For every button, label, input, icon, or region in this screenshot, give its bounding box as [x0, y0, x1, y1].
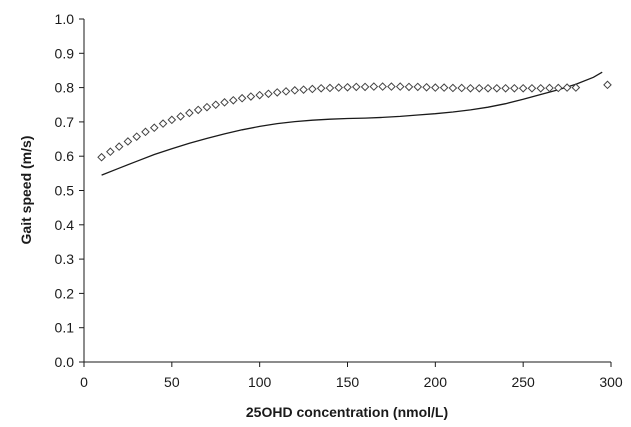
- data-point: [413, 82, 423, 92]
- data-point: [237, 93, 247, 103]
- data-point: [378, 82, 387, 91]
- data-point: [457, 83, 466, 93]
- data-point: [202, 102, 212, 112]
- data-point: [185, 108, 194, 118]
- data-point: [211, 100, 221, 110]
- y-tick-label: 0.9: [55, 45, 75, 61]
- data-point: [229, 95, 238, 105]
- data-point: [193, 105, 203, 115]
- data-point: [308, 84, 317, 94]
- data-point: [281, 87, 291, 96]
- data-point: [404, 82, 414, 92]
- data-point: [106, 147, 115, 157]
- data-point: [299, 85, 308, 94]
- data-point: [264, 89, 273, 99]
- data-point: [290, 86, 300, 95]
- x-tick-label: 250: [511, 374, 535, 390]
- data-point: [132, 132, 142, 141]
- y-axis-title: Gait speed (m/s): [18, 136, 34, 245]
- data-point: [246, 92, 256, 101]
- data-point: [316, 83, 326, 93]
- y-tick-label: 0.1: [55, 320, 75, 336]
- data-point: [492, 83, 502, 93]
- x-ticks: 0 50 100 150 200 250 300: [80, 362, 623, 390]
- data-point: [369, 82, 379, 91]
- y-tick-label: 0.0: [55, 354, 75, 370]
- data-point: [220, 98, 229, 107]
- data-point: [466, 83, 475, 93]
- data-point: [483, 83, 493, 93]
- data-point: [97, 152, 106, 162]
- data-point: [395, 82, 405, 91]
- data-point: [343, 82, 352, 92]
- x-tick-label: 50: [164, 374, 180, 390]
- data-point: [114, 142, 124, 151]
- y-tick-label: 0.3: [55, 251, 75, 267]
- data-point: [474, 83, 484, 93]
- y-tick-label: 1.0: [55, 11, 75, 27]
- data-point: [518, 83, 528, 93]
- y-tick-label: 0.5: [55, 183, 75, 199]
- marker-series: [97, 80, 612, 162]
- x-tick-label: 150: [336, 374, 360, 390]
- data-point: [158, 119, 168, 128]
- data-point: [536, 83, 546, 93]
- data-point: [448, 83, 458, 93]
- plot-area: 0.0 0.1 0.2 0.3 0.4 0.5 0.6 0.7 0.8 0.9 1.0 0 50 100…: [55, 11, 623, 390]
- x-tick-label: 300: [599, 374, 623, 390]
- x-tick-label: 0: [80, 374, 88, 390]
- data-point: [501, 83, 510, 93]
- data-point: [141, 127, 150, 137]
- data-point: [510, 83, 519, 93]
- data-point: [351, 82, 361, 92]
- data-point: [562, 83, 572, 92]
- x-tick-label: 100: [248, 374, 272, 390]
- y-tick-label: 0.8: [55, 80, 75, 96]
- data-point: [422, 82, 431, 92]
- data-point: [325, 83, 335, 93]
- data-point: [167, 115, 177, 125]
- data-point: [527, 83, 537, 93]
- series-layer: [97, 71, 612, 176]
- data-point: [431, 83, 440, 92]
- data-point: [334, 83, 344, 92]
- y-ticks: 0.0 0.1 0.2 0.3 0.4 0.5 0.6 0.7 0.8 0.9 1.0: [55, 11, 84, 370]
- y-tick-label: 0.2: [55, 285, 75, 301]
- x-axis-title: 25OHD concentration (nmol/L): [246, 404, 448, 420]
- data-point: [571, 83, 581, 92]
- data-point: [439, 83, 449, 92]
- series-line: [101, 71, 603, 176]
- data-point: [553, 83, 563, 93]
- data-point: [603, 80, 612, 90]
- y-tick-label: 0.7: [55, 114, 75, 130]
- data-point: [272, 88, 282, 97]
- data-point: [545, 83, 554, 93]
- y-tick-label: 0.4: [55, 217, 75, 233]
- data-point: [176, 112, 185, 121]
- data-point: [149, 123, 159, 133]
- x-tick-label: 200: [424, 374, 448, 390]
- data-point: [255, 90, 264, 100]
- data-point: [387, 82, 396, 91]
- data-point: [123, 137, 133, 146]
- data-point: [360, 82, 370, 92]
- y-tick-label: 0.6: [55, 148, 75, 164]
